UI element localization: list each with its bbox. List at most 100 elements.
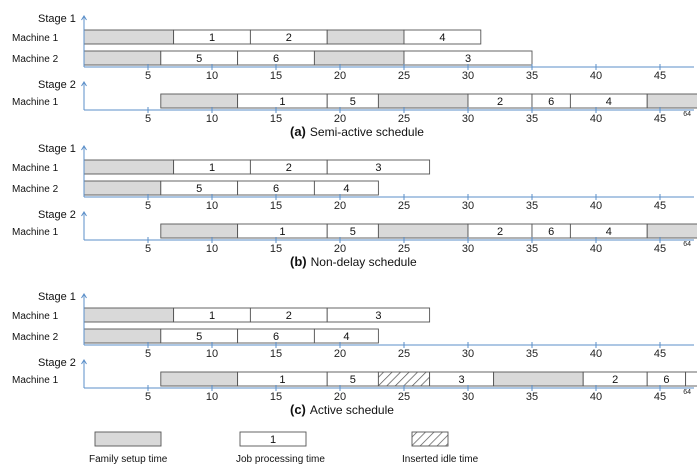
- tick-label: 40: [590, 391, 602, 403]
- setup-block: [160, 223, 239, 239]
- job-label: 6: [273, 183, 279, 195]
- tick-label: 20: [334, 70, 346, 82]
- legend-swatch-setup: [94, 431, 162, 447]
- tick-label: 5: [145, 348, 151, 360]
- job-label: 5: [350, 374, 356, 386]
- tick-label: 25: [398, 70, 410, 82]
- job-label: 6: [663, 374, 669, 386]
- job-label: 3: [465, 53, 471, 65]
- job-label: 1: [209, 32, 215, 44]
- setup-block: [326, 29, 405, 45]
- job-label: 4: [606, 96, 612, 108]
- tick-label: 45: [654, 200, 666, 212]
- caption-letter: (c): [290, 402, 306, 417]
- legend-label: Job processing time: [236, 454, 325, 465]
- tick-label: 40: [590, 113, 602, 125]
- job-label: 6: [548, 226, 554, 238]
- job-label: 6: [273, 331, 279, 343]
- tick-label: 15: [270, 391, 282, 403]
- tick-label: 20: [334, 348, 346, 360]
- tick-label: 45: [654, 113, 666, 125]
- job-block: [313, 180, 379, 196]
- tick-label: 10: [206, 348, 218, 360]
- tick-label: 15: [270, 243, 282, 255]
- job-label: 3: [459, 374, 465, 386]
- job-label: 1: [279, 96, 285, 108]
- tick-label: 10: [206, 391, 218, 403]
- setup-block: [160, 371, 239, 387]
- setup-block: [83, 180, 162, 196]
- setup-block: [646, 93, 697, 109]
- job-label: 4: [439, 32, 445, 44]
- job-block: [685, 371, 697, 387]
- stage2-label: Stage 2: [38, 209, 76, 221]
- machine-label: Machine 1: [12, 227, 59, 238]
- job-label: 2: [497, 96, 503, 108]
- axis-arrow: [81, 15, 87, 21]
- setup-block: [493, 371, 584, 387]
- stage2-label: Stage 2: [38, 79, 76, 91]
- tick-label: 40: [590, 243, 602, 255]
- setup-block: [83, 29, 175, 45]
- job-label: 2: [286, 162, 292, 174]
- machine-label: Machine 1: [12, 33, 59, 44]
- tick-label: 35: [526, 200, 538, 212]
- setup-block: [313, 50, 405, 66]
- tick-label: 5: [145, 70, 151, 82]
- legend-swatch-job: [239, 431, 307, 447]
- legend-swatch-label: 1: [270, 434, 276, 446]
- tick-label: 5: [145, 113, 151, 125]
- axis-arrow: [81, 293, 87, 299]
- job-label: 5: [350, 226, 356, 238]
- tick-label: 15: [270, 348, 282, 360]
- tick-label: 10: [206, 113, 218, 125]
- tick-label: 30: [462, 70, 474, 82]
- setup-block: [83, 328, 162, 344]
- job-label: 1: [209, 310, 215, 322]
- axis-arrow: [81, 81, 87, 87]
- job-block: [313, 328, 379, 344]
- caption-text: Semi-active schedule: [310, 125, 424, 139]
- tick-label: 20: [334, 391, 346, 403]
- panel-caption: (a) Semi-active schedule: [290, 124, 424, 139]
- stage1-label: Stage 1: [38, 143, 76, 155]
- tick-label: 30: [462, 243, 474, 255]
- machine-label: Machine 2: [12, 184, 59, 195]
- tick-label: 15: [270, 70, 282, 82]
- job-label: 1: [209, 162, 215, 174]
- axis-end-label: 64: [683, 389, 691, 396]
- job-label: 2: [286, 32, 292, 44]
- legend-label: Inserted idle time: [402, 454, 479, 465]
- tick-label: 35: [526, 70, 538, 82]
- tick-label: 40: [590, 200, 602, 212]
- job-label: 3: [375, 310, 381, 322]
- tick-label: 35: [526, 113, 538, 125]
- job-label: 4: [343, 331, 349, 343]
- legend-label: Family setup time: [89, 454, 168, 465]
- axis-end-label: 64: [683, 111, 691, 118]
- job-label: 4: [606, 226, 612, 238]
- job-label: 5: [196, 183, 202, 195]
- stage1-label: Stage 1: [38, 291, 76, 303]
- tick-label: 35: [526, 348, 538, 360]
- tick-label: 25: [398, 200, 410, 212]
- tick-label: 5: [145, 243, 151, 255]
- job-label: 2: [286, 310, 292, 322]
- legend: Family setup time 1 Job processing time Ins…: [89, 431, 479, 465]
- axis-arrow: [81, 211, 87, 217]
- tick-label: 5: [145, 391, 151, 403]
- idle-block: [377, 371, 431, 387]
- tick-label: 15: [270, 113, 282, 125]
- setup-block: [160, 93, 239, 109]
- tick-label: 10: [206, 70, 218, 82]
- job-label: 6: [548, 96, 554, 108]
- job-label: 6: [273, 53, 279, 65]
- caption-text: Active schedule: [310, 403, 394, 417]
- stage1-label: Stage 1: [38, 13, 76, 25]
- machine-label: Machine 1: [12, 375, 59, 386]
- axis-arrow: [81, 145, 87, 151]
- machine-label: Machine 1: [12, 97, 59, 108]
